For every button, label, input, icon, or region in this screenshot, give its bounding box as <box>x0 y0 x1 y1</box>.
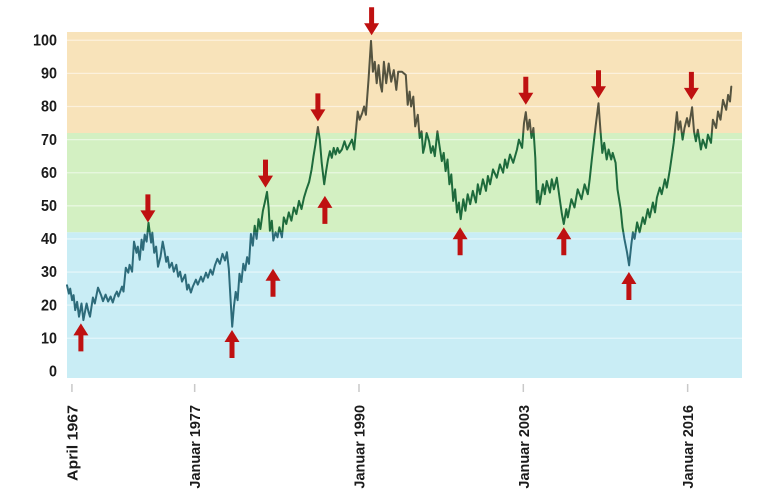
sell-signal-arrow-down-icon <box>683 71 699 100</box>
x-axis-label: Januar 2016 <box>680 405 697 489</box>
buy-signal-arrow-up-icon <box>265 268 281 297</box>
buy-signal-arrow-up-icon <box>73 323 89 352</box>
series-segment-middle <box>146 132 713 233</box>
y-axis-label: 0 <box>49 364 57 381</box>
sell-signal-arrow-down-icon <box>310 93 326 122</box>
x-axis-label: Januar 1990 <box>352 405 369 489</box>
sell-signal-arrow-down-icon <box>258 159 273 188</box>
x-axis-label: Januar 2003 <box>516 405 533 489</box>
sell-signal-arrow-down-icon <box>364 7 380 36</box>
y-axis-label: 50 <box>41 198 57 215</box>
y-axis-label: 20 <box>41 297 57 314</box>
sell-signal-arrow-down-icon <box>518 76 534 105</box>
y-axis-label: 10 <box>41 331 57 348</box>
series-segment-lower <box>66 232 641 328</box>
buy-signal-arrow-up-icon <box>317 195 333 224</box>
x-axis-label: April 1967 <box>64 405 81 481</box>
series-segment-upper <box>316 39 733 133</box>
y-axis-label: 60 <box>41 165 57 182</box>
buy-signal-arrow-up-icon <box>621 272 637 300</box>
sell-signal-arrow-down-icon <box>140 194 156 223</box>
zone-band-upper <box>67 32 742 133</box>
y-axis-label: 90 <box>41 66 57 83</box>
zone-band-middle <box>67 132 742 233</box>
buy-signal-arrow-up-icon <box>224 330 240 358</box>
y-axis-label: 70 <box>41 132 57 149</box>
indicator-line <box>316 39 733 133</box>
x-axis-label: Januar 1977 <box>187 405 204 489</box>
buy-signal-arrow-up-icon <box>556 227 572 256</box>
y-axis-label: 80 <box>41 99 57 116</box>
indicator-line <box>66 232 641 328</box>
y-axis-label: 30 <box>41 264 57 281</box>
buy-signal-arrow-up-icon <box>452 227 468 256</box>
y-axis-label: 40 <box>41 231 57 248</box>
indicator-line <box>146 132 713 233</box>
sell-signal-arrow-down-icon <box>591 70 606 99</box>
y-axis-label: 100 <box>33 33 57 50</box>
